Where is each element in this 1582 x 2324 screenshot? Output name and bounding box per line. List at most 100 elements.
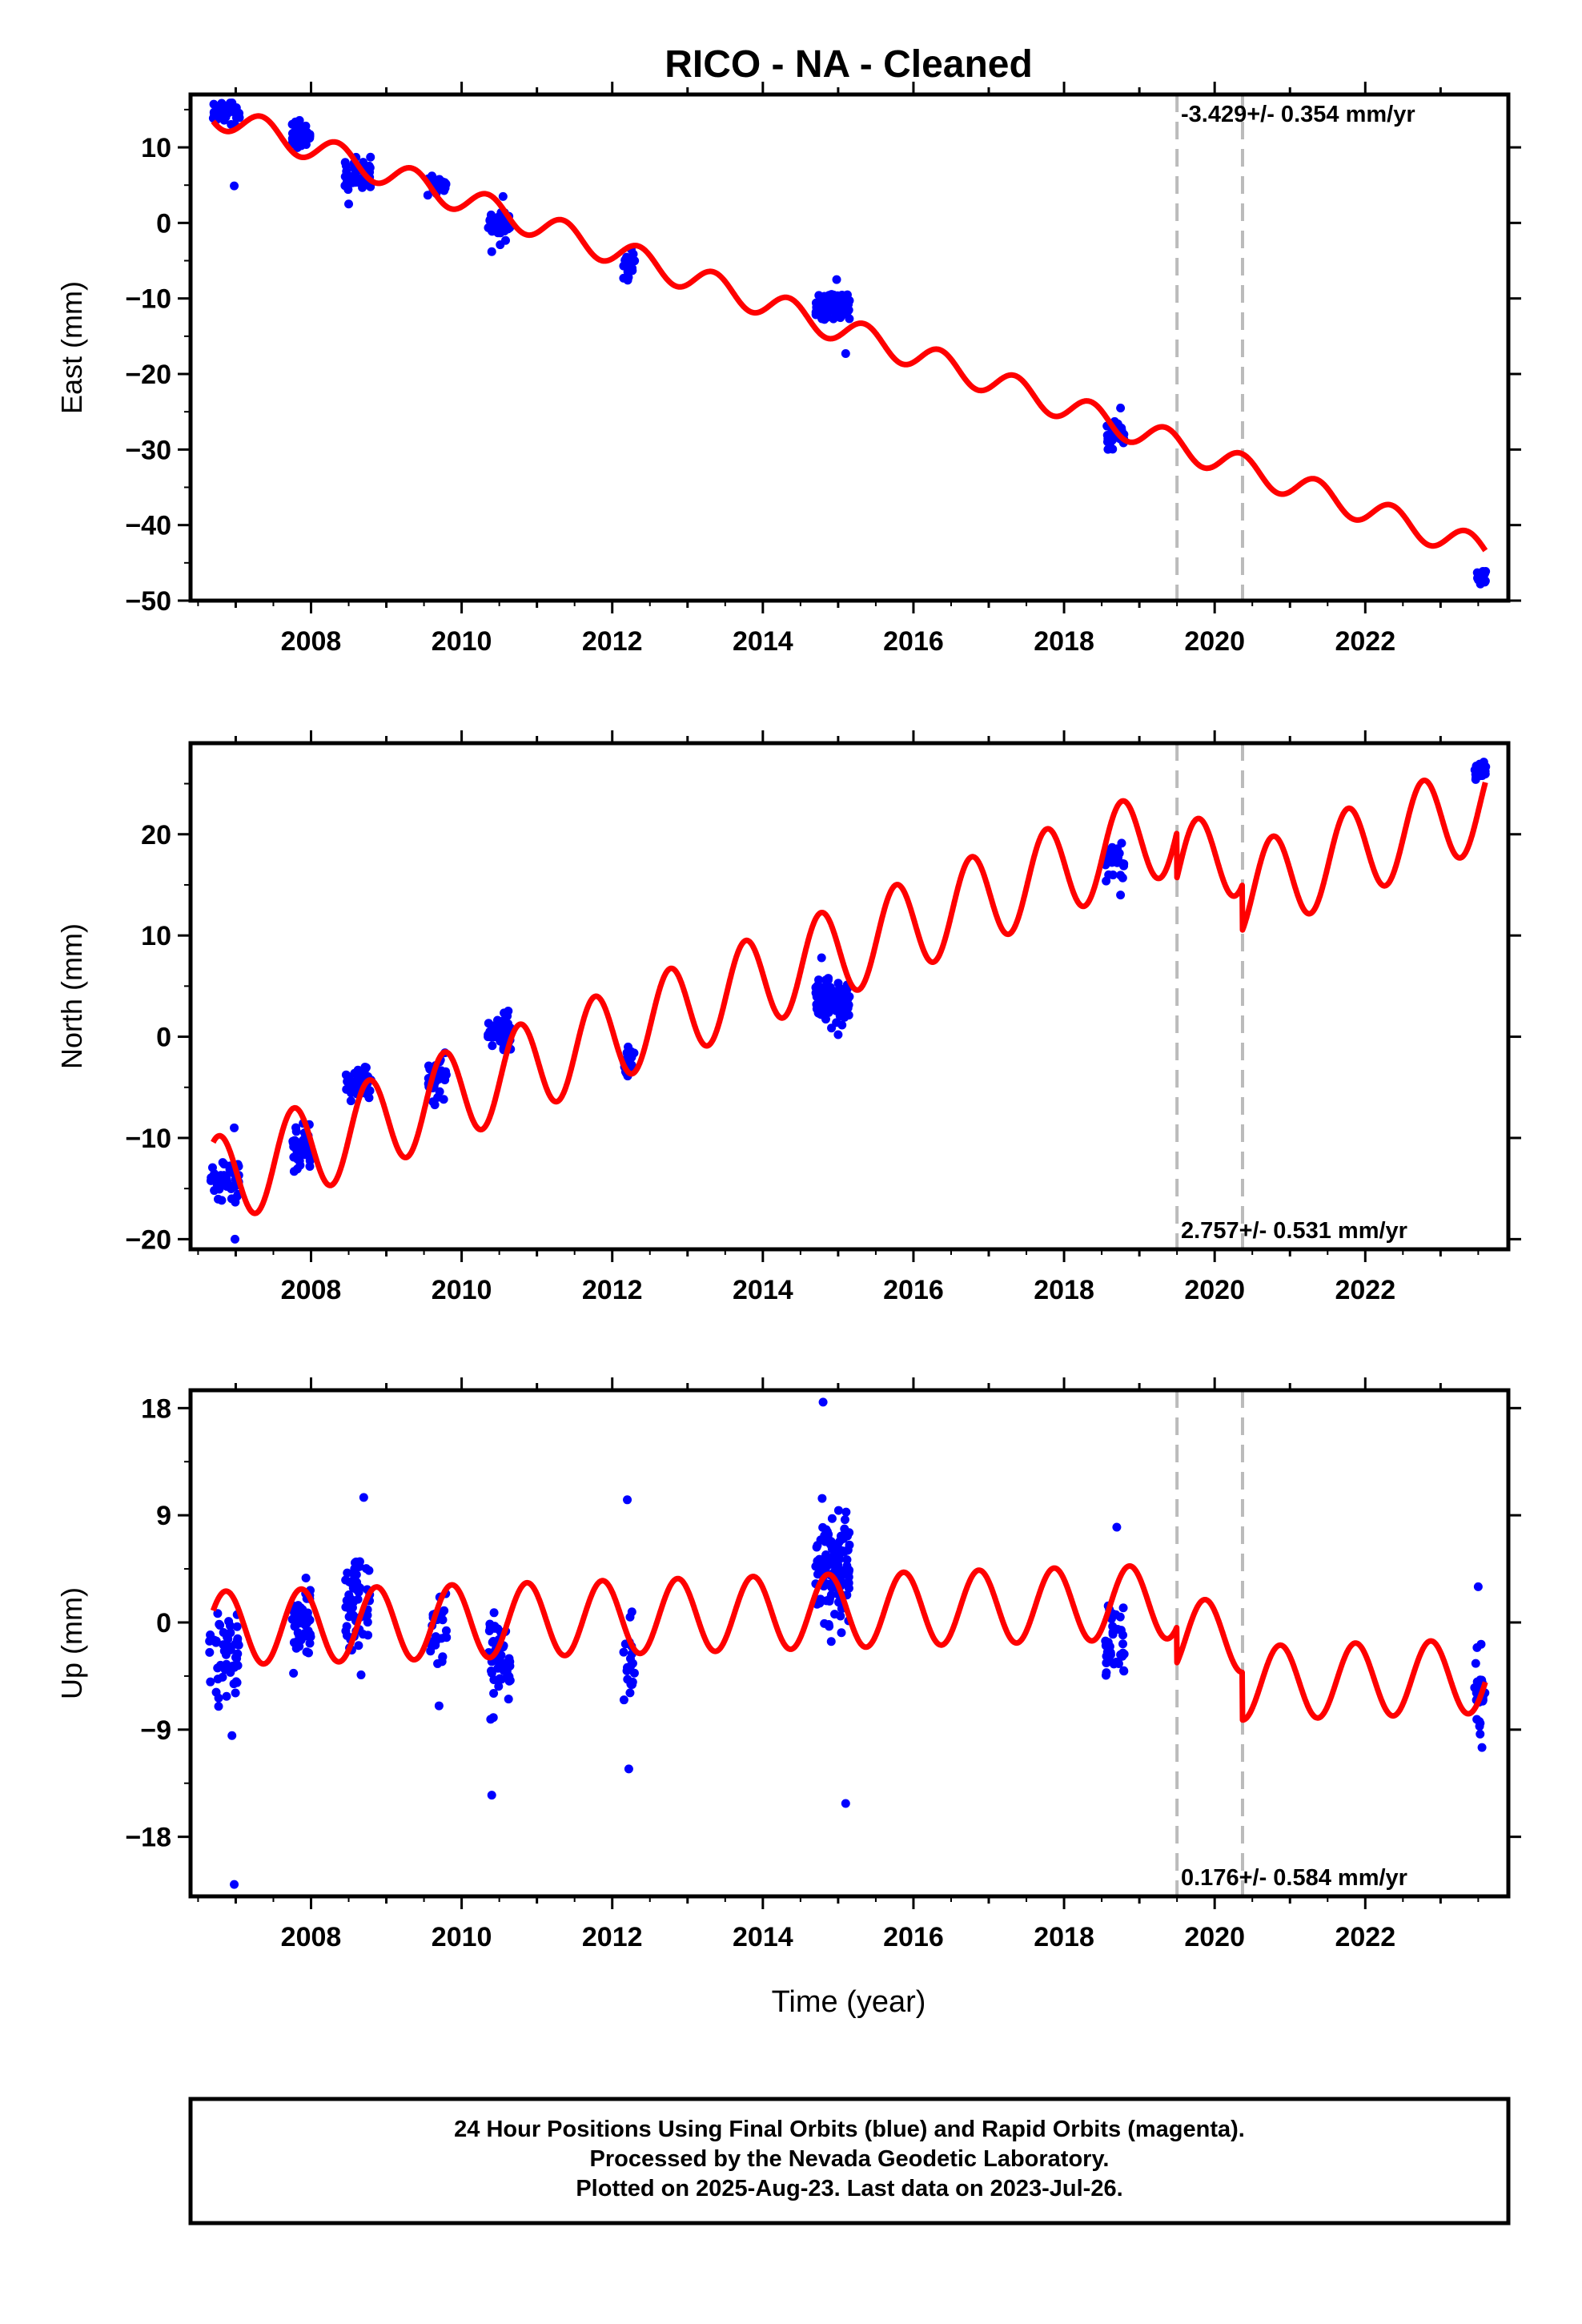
data-point (213, 1675, 223, 1684)
data-point (841, 349, 850, 359)
x-tick-label: 2018 (1034, 626, 1094, 657)
data-point (354, 1641, 363, 1651)
x-tick-label: 2012 (582, 1275, 643, 1305)
data-point (233, 1649, 243, 1659)
data-point (1119, 859, 1129, 869)
x-tick-label: 2012 (582, 626, 643, 657)
data-point (812, 1542, 821, 1552)
x-tick-label: 2018 (1034, 1275, 1094, 1305)
data-point (359, 1493, 368, 1502)
y-tick-label: −10 (125, 284, 171, 315)
data-point (291, 133, 301, 143)
data-point (224, 1642, 234, 1651)
panel-north: 2008 2010 2012 2014 2016 2018 2020 202220100−10… (55, 730, 1521, 1305)
data-point (1116, 870, 1126, 880)
data-point (835, 1537, 845, 1546)
data-point (342, 1596, 351, 1606)
data-point (344, 199, 354, 209)
data-point (818, 1397, 828, 1407)
data-point (304, 1630, 314, 1640)
data-point (206, 1677, 215, 1687)
x-tick-label: 2008 (281, 1922, 342, 1952)
y-tick-label: 20 (141, 820, 171, 850)
data-point (824, 1007, 833, 1017)
data-point (302, 1647, 311, 1657)
data-point (1477, 569, 1487, 579)
data-point (496, 1675, 506, 1684)
x-tick-label: 2020 (1184, 1275, 1245, 1305)
data-point (231, 1197, 240, 1207)
data-point (498, 191, 508, 201)
data-point (218, 1158, 227, 1168)
data-point (625, 1688, 635, 1698)
data-point (356, 1670, 366, 1679)
y-tick-label: −10 (125, 1124, 171, 1154)
data-point (815, 1598, 825, 1608)
data-point (826, 1637, 836, 1647)
model-fit-line (211, 113, 1488, 553)
velocity-label: -3.429+/- 0.354 mm/yr (1181, 102, 1415, 127)
figure-title: RICO - NA - Cleaned (665, 43, 1033, 86)
data-point (295, 1642, 304, 1651)
data-point (504, 1019, 513, 1028)
data-point (498, 215, 508, 224)
data-point (827, 1023, 837, 1033)
data-point (345, 175, 355, 185)
model-fit-line (210, 1563, 1488, 1723)
data-point (839, 1547, 849, 1557)
data-point (504, 1007, 513, 1016)
data-point (630, 256, 640, 266)
data-point (440, 1632, 450, 1642)
data-point (217, 99, 227, 108)
data-point (1471, 1659, 1480, 1668)
data-point (211, 1638, 221, 1647)
data-point (345, 1085, 355, 1095)
data-point (225, 1164, 235, 1174)
data-point (813, 1008, 823, 1018)
data-point (231, 113, 241, 123)
data-point (291, 1123, 301, 1132)
x-tick-label: 2016 (883, 1922, 944, 1952)
x-tick-label: 2016 (883, 626, 944, 657)
data-point (500, 226, 509, 235)
data-point (219, 1627, 228, 1637)
x-tick-label: 2022 (1335, 1922, 1395, 1952)
data-point (226, 1621, 235, 1630)
data-point (815, 1562, 825, 1572)
data-point (230, 1880, 239, 1889)
x-tick-label: 2018 (1034, 1922, 1094, 1952)
data-point (301, 127, 311, 136)
data-point (624, 1764, 633, 1774)
data-point (341, 1626, 351, 1636)
data-point (229, 103, 239, 113)
data-point (438, 184, 448, 194)
data-point (214, 1194, 223, 1204)
data-point (488, 1028, 497, 1038)
data-point (209, 1170, 219, 1180)
data-point (844, 1528, 853, 1538)
data-point (837, 1020, 847, 1030)
data-point (222, 1174, 231, 1184)
data-point (303, 1608, 312, 1618)
data-point (232, 1622, 242, 1631)
data-point (435, 1087, 444, 1096)
data-point (487, 1791, 496, 1800)
data-point (299, 137, 309, 147)
data-point (628, 249, 638, 259)
data-point (434, 1701, 444, 1711)
y-tick-label: −9 (140, 1715, 171, 1746)
y-axis-label: Up (mm) (55, 1587, 88, 1699)
data-point (1106, 1650, 1115, 1659)
x-tick-label: 2020 (1184, 1922, 1245, 1952)
data-point (230, 1663, 239, 1672)
data-point (230, 1123, 239, 1132)
data-point (817, 300, 827, 309)
x-tick-label: 2010 (432, 626, 492, 657)
data-point (358, 183, 367, 192)
x-tick-label: 2014 (733, 626, 793, 657)
data-point (834, 996, 844, 1006)
data-point (1475, 1717, 1484, 1727)
data-point (833, 979, 843, 988)
data-point (624, 267, 633, 277)
data-point (814, 975, 824, 985)
